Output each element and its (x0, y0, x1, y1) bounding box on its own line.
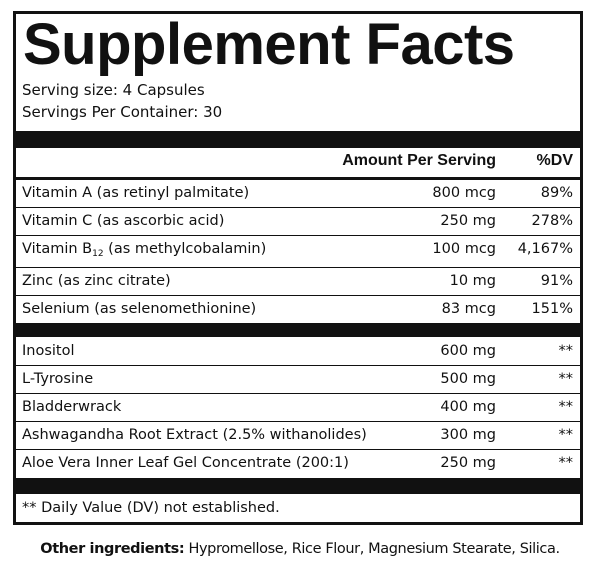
nutrient-amount: 83 mcg (441, 301, 496, 317)
ingredient-name: Ashwagandha Root Extract (2.5% withanoli… (22, 427, 367, 443)
supplement-facts-panel: Supplement Facts Serving size: 4 Capsule… (13, 11, 583, 525)
dv-footnote: ** Daily Value (DV) not established. (22, 500, 280, 516)
row-divider (16, 207, 580, 208)
ingredient-name: Inositol (22, 343, 75, 359)
nutrient-amount: 10 mg (449, 273, 496, 289)
servings-per-container: Servings Per Container: 30 (22, 103, 223, 121)
ingredient-dv: ** (558, 343, 574, 359)
nutrient-name: Selenium (as selenomethionine) (22, 301, 257, 317)
other-ingredients-list: Hypromellose, Rice Flour, Magnesium Stea… (184, 541, 560, 557)
amount-per-serving-header: Amount Per Serving (342, 152, 496, 169)
serving-size: Serving size: 4 Capsules (22, 81, 205, 99)
ingredient-dv: ** (558, 371, 574, 387)
table-row: Ashwagandha Root Extract (2.5% withanoli… (16, 422, 580, 449)
ingredient-amount: 400 mg (440, 399, 496, 415)
nutrient-dv: 89% (540, 185, 573, 201)
table-row: Zinc (as zinc citrate) 10 mg 91% (16, 268, 580, 295)
table-row: L-Tyrosine 500 mg ** (16, 366, 580, 393)
table-row: Inositol 600 mg ** (16, 338, 580, 365)
panel-title: Supplement Facts (23, 12, 515, 77)
nutrient-amount: 250 mg (440, 213, 496, 229)
nutrient-name: Vitamin C (as ascorbic acid) (22, 213, 225, 229)
ingredient-name: Bladderwrack (22, 399, 122, 415)
row-divider (16, 295, 580, 296)
row-divider (16, 393, 580, 394)
ingredient-dv: ** (558, 455, 574, 471)
nutrient-name: Zinc (as zinc citrate) (22, 273, 171, 289)
row-divider (16, 267, 580, 268)
ingredient-amount: 250 mg (440, 455, 496, 471)
ingredient-name: Aloe Vera Inner Leaf Gel Concentrate (20… (22, 455, 349, 471)
ingredient-name: L-Tyrosine (22, 371, 94, 387)
other-ingredients-label: Other ingredients: (40, 541, 185, 557)
ingredient-dv: ** (558, 427, 574, 443)
row-divider (16, 449, 580, 450)
nutrient-dv: 151% (531, 301, 573, 317)
vitamin-b12-suffix: (as methylcobalamin) (103, 241, 267, 257)
nutrient-name: Vitamin B12 (as methylcobalamin) (22, 236, 266, 263)
dv-header: %DV (536, 152, 573, 169)
ingredient-dv: ** (558, 399, 574, 415)
row-divider (16, 365, 580, 366)
thick-divider-top (16, 131, 580, 148)
table-row: Vitamin B12 (as methylcobalamin) 100 mcg… (16, 236, 580, 263)
table-row: Vitamin A (as retinyl palmitate) 800 mcg… (16, 180, 580, 207)
vitamin-b12-prefix: Vitamin B (22, 241, 93, 257)
nutrient-dv: 278% (531, 213, 573, 229)
nutrient-amount: 800 mcg (432, 185, 496, 201)
thick-divider-middle (16, 323, 580, 337)
row-divider (16, 421, 580, 422)
nutrient-dv: 4,167% (517, 241, 573, 257)
table-row: Selenium (as selenomethionine) 83 mcg 15… (16, 296, 580, 323)
row-divider (16, 235, 580, 236)
ingredient-amount: 500 mg (440, 371, 496, 387)
ingredient-amount: 300 mg (440, 427, 496, 443)
header-divider (16, 177, 580, 180)
other-ingredients: Other ingredients: Hypromellose, Rice Fl… (0, 538, 600, 560)
ingredient-amount: 600 mg (440, 343, 496, 359)
nutrient-amount: 100 mcg (432, 241, 496, 257)
table-row: Bladderwrack 400 mg ** (16, 394, 580, 421)
table-row: Aloe Vera Inner Leaf Gel Concentrate (20… (16, 450, 580, 477)
table-row: Vitamin C (as ascorbic acid) 250 mg 278% (16, 208, 580, 235)
thick-divider-bottom (16, 478, 580, 494)
nutrient-dv: 91% (540, 273, 573, 289)
subscript-12: 12 (92, 249, 104, 259)
nutrient-name: Vitamin A (as retinyl palmitate) (22, 185, 250, 201)
